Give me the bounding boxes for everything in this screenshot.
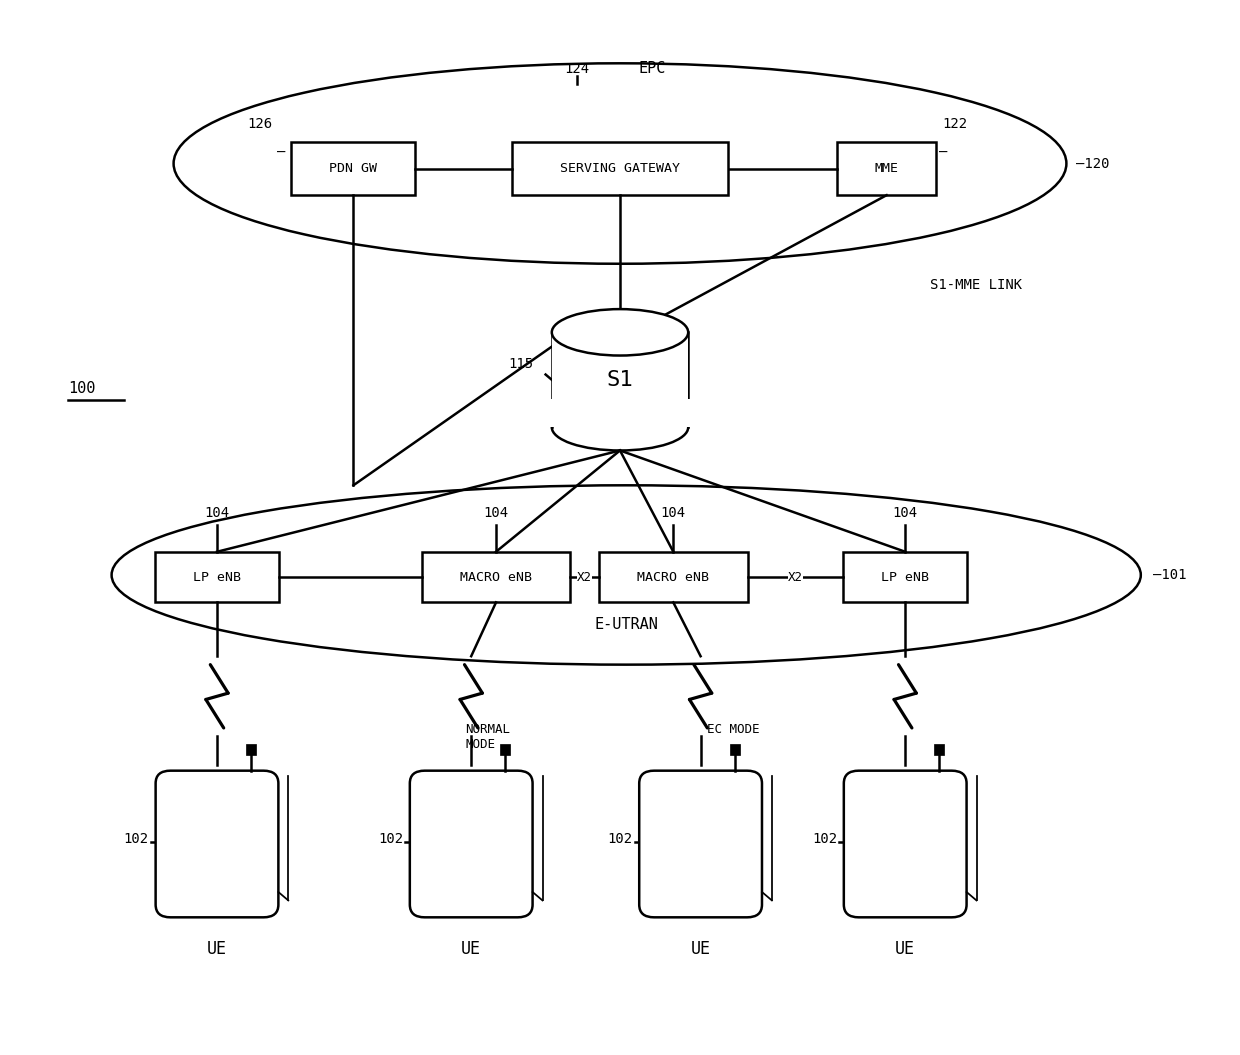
FancyBboxPatch shape	[409, 770, 533, 917]
Text: SERVING GATEWAY: SERVING GATEWAY	[560, 162, 680, 175]
Bar	[729, 745, 739, 755]
Text: EPC: EPC	[639, 61, 666, 76]
Bar	[549, 399, 691, 427]
Bar	[246, 745, 255, 755]
Text: 122: 122	[942, 117, 967, 132]
Bar	[511, 142, 728, 195]
Text: —101: —101	[1153, 568, 1187, 582]
Text: UE: UE	[461, 940, 481, 959]
Text: 126: 126	[248, 117, 273, 132]
Bar	[291, 142, 415, 195]
Text: 100: 100	[68, 381, 95, 396]
Text: 104: 104	[205, 506, 229, 520]
Text: 104: 104	[484, 506, 508, 520]
Bar	[843, 552, 967, 602]
Text: 104: 104	[893, 506, 918, 520]
Text: LP eNB: LP eNB	[193, 571, 241, 583]
Text: —120: —120	[1076, 156, 1110, 171]
Bar	[837, 142, 936, 195]
Text: 104: 104	[661, 506, 686, 520]
Text: —: —	[939, 146, 947, 160]
FancyBboxPatch shape	[155, 770, 278, 917]
Text: EC MODE: EC MODE	[707, 723, 759, 735]
Text: S1-MME LINK: S1-MME LINK	[930, 277, 1022, 292]
Text: MACRO eNB: MACRO eNB	[637, 571, 709, 583]
Text: —: —	[277, 146, 285, 160]
Text: 124: 124	[564, 61, 589, 76]
Text: MACRO eNB: MACRO eNB	[460, 571, 532, 583]
Text: 102: 102	[608, 831, 632, 846]
FancyBboxPatch shape	[843, 770, 967, 917]
Bar	[935, 745, 945, 755]
Bar	[500, 745, 511, 755]
Text: MME: MME	[874, 162, 899, 175]
Bar	[599, 552, 748, 602]
Text: 102: 102	[378, 831, 403, 846]
Text: UE: UE	[691, 940, 711, 959]
Text: 102: 102	[812, 831, 837, 846]
Text: LP eNB: LP eNB	[882, 571, 929, 583]
Text: NORMAL
MODE: NORMAL MODE	[465, 723, 510, 751]
Bar	[155, 552, 279, 602]
FancyBboxPatch shape	[640, 770, 761, 917]
Text: X2: X2	[787, 571, 804, 583]
Text: UE: UE	[207, 940, 227, 959]
Bar	[552, 332, 688, 427]
Text: E-UTRAN: E-UTRAN	[594, 617, 658, 632]
Text: X2: X2	[577, 571, 593, 583]
Text: PDN GW: PDN GW	[330, 162, 377, 175]
Text: S1: S1	[606, 370, 634, 389]
Bar	[422, 552, 570, 602]
Text: 102: 102	[124, 831, 149, 846]
Text: UE: UE	[895, 940, 915, 959]
Ellipse shape	[552, 309, 688, 356]
Text: 115: 115	[508, 357, 533, 371]
